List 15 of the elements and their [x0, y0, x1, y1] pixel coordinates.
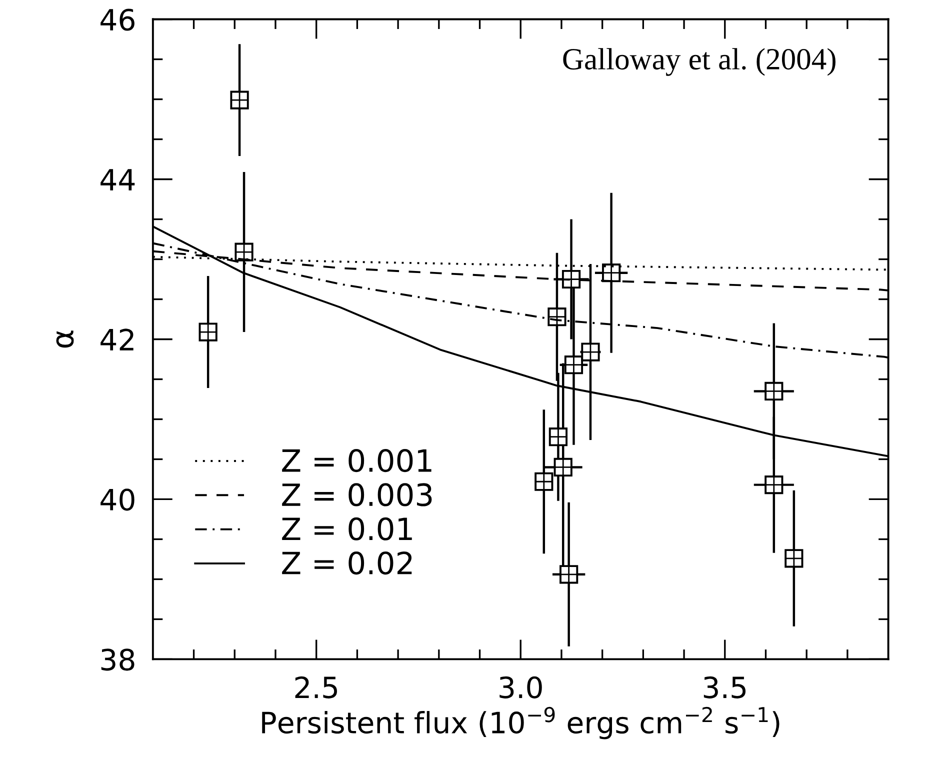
y-tick-label: 46	[100, 8, 134, 31]
x-tick-label: 3.5	[704, 676, 746, 698]
legend-label: Z = 0.001	[282, 449, 432, 472]
x-axis-title: Persistent flux (10$^{−9}$ ergs cm$^{−2}$ s$^{−1}$)	[262, 706, 780, 740]
legend-label: Z = 0.01	[282, 517, 412, 540]
legend-label: Z = 0.02	[282, 551, 412, 575]
y-tick-label: 42	[100, 328, 134, 350]
y-tick-label: 44	[100, 169, 135, 190]
y-tick-label: 38	[101, 648, 134, 671]
x-tick-label: 3.0	[500, 676, 542, 698]
annotation: Galloway et al. (2004)	[563, 48, 836, 76]
legend-label: Z = 0.003	[282, 483, 432, 506]
y-axis-title: α	[56, 330, 74, 348]
x-tick-label: 2.5	[295, 676, 337, 698]
y-tick-label: 40	[100, 488, 134, 511]
